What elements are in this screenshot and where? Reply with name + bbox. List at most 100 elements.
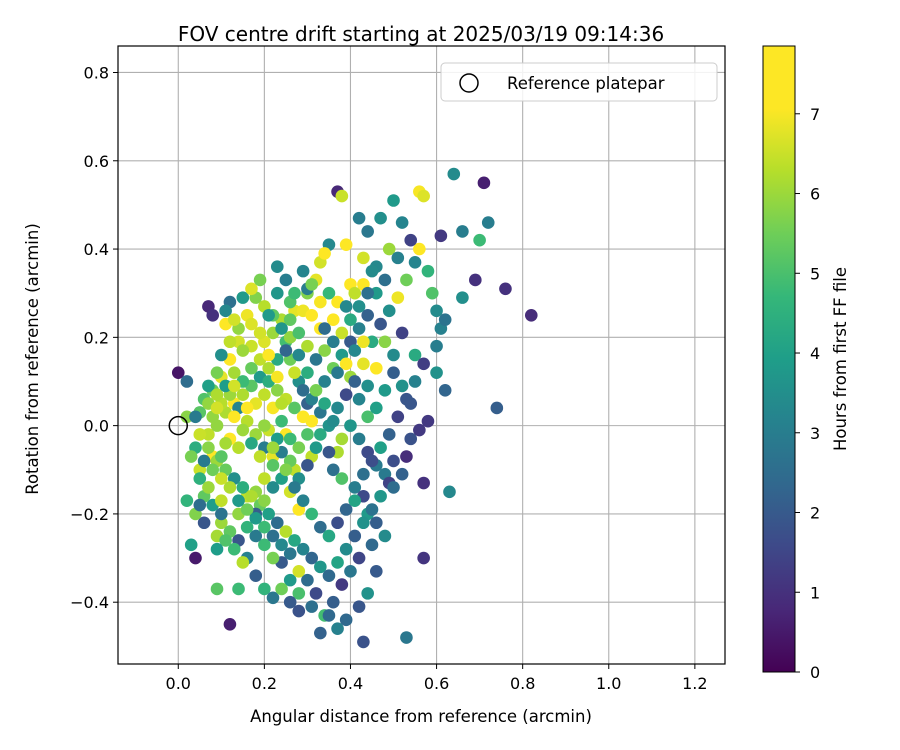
data-point bbox=[318, 344, 331, 357]
data-point bbox=[335, 189, 349, 203]
data-point bbox=[318, 397, 331, 410]
data-point bbox=[357, 357, 370, 371]
data-point bbox=[258, 582, 271, 596]
data-point bbox=[202, 428, 215, 441]
data-point bbox=[318, 247, 331, 260]
data-point bbox=[283, 595, 297, 609]
data-point bbox=[202, 441, 215, 455]
data-point bbox=[314, 295, 327, 309]
data-point bbox=[391, 251, 405, 265]
data-point bbox=[240, 520, 254, 534]
data-point bbox=[240, 503, 254, 516]
data-point bbox=[456, 225, 469, 238]
data-point bbox=[352, 211, 366, 225]
data-point bbox=[288, 481, 301, 494]
data-point bbox=[374, 441, 387, 455]
data-point bbox=[232, 494, 245, 507]
data-point bbox=[361, 286, 374, 300]
data-point bbox=[283, 313, 297, 326]
data-point bbox=[262, 361, 275, 375]
colorbar-gradient bbox=[762, 45, 796, 673]
data-point bbox=[296, 410, 310, 424]
data-point bbox=[322, 445, 336, 459]
data-point bbox=[352, 551, 366, 565]
data-point bbox=[270, 286, 284, 300]
data-point bbox=[245, 317, 258, 331]
colorbar-tick-label: 2 bbox=[810, 504, 820, 523]
data-point bbox=[266, 459, 280, 472]
data-point bbox=[387, 194, 400, 207]
data-point bbox=[189, 410, 202, 424]
y-axis-label: Rotation from reference (arcmin) bbox=[23, 223, 42, 495]
legend: Reference platepar bbox=[440, 62, 718, 102]
data-point bbox=[331, 622, 344, 635]
data-point bbox=[292, 441, 306, 455]
colorbar-tick-label: 3 bbox=[810, 424, 820, 443]
data-point bbox=[232, 582, 245, 596]
x-axis-label: Angular distance from reference (arcmin) bbox=[250, 707, 592, 726]
data-point bbox=[434, 229, 448, 243]
data-point bbox=[339, 388, 353, 402]
data-point bbox=[258, 472, 271, 485]
data-point bbox=[348, 494, 362, 507]
data-point bbox=[477, 176, 491, 190]
data-point bbox=[357, 251, 370, 265]
data-point bbox=[301, 573, 314, 587]
data-point bbox=[322, 609, 336, 622]
data-point bbox=[227, 542, 241, 556]
data-point bbox=[430, 304, 443, 318]
data-point bbox=[413, 242, 426, 256]
x-axis-ticks: 0.0 0.2 0.4 0.6 0.8 1.0 1.2 bbox=[166, 664, 708, 693]
data-point bbox=[253, 326, 267, 340]
data-point bbox=[236, 388, 250, 402]
data-point bbox=[490, 401, 504, 415]
data-point bbox=[240, 401, 254, 415]
data-point bbox=[374, 489, 387, 503]
data-point bbox=[344, 565, 357, 578]
data-point bbox=[245, 489, 258, 503]
data-point bbox=[305, 278, 319, 291]
data-point bbox=[227, 410, 241, 424]
data-point bbox=[305, 507, 319, 521]
data-point bbox=[215, 507, 228, 521]
data-point bbox=[430, 339, 443, 353]
data-point bbox=[219, 379, 232, 393]
data-point bbox=[309, 384, 323, 397]
data-point bbox=[395, 216, 409, 229]
data-point bbox=[270, 384, 284, 397]
colorbar-ticks: 0 1 2 3 4 5 6 7 bbox=[795, 105, 820, 682]
data-point bbox=[223, 617, 237, 631]
data-point bbox=[245, 282, 258, 296]
data-point bbox=[223, 481, 237, 494]
data-point bbox=[481, 216, 495, 229]
data-point bbox=[391, 410, 405, 424]
data-point bbox=[404, 432, 418, 446]
data-point bbox=[387, 481, 400, 494]
data-point bbox=[236, 423, 250, 437]
colorbar-tick-label: 0 bbox=[810, 663, 820, 682]
data-point bbox=[301, 459, 314, 472]
data-point bbox=[387, 348, 400, 362]
data-point bbox=[352, 392, 366, 406]
data-point bbox=[404, 397, 418, 410]
data-point bbox=[202, 481, 215, 494]
data-point bbox=[391, 291, 405, 304]
data-point bbox=[352, 322, 366, 335]
data-point bbox=[417, 476, 430, 490]
data-point bbox=[309, 587, 323, 600]
data-point bbox=[292, 326, 306, 340]
data-point bbox=[326, 414, 340, 428]
data-point bbox=[331, 516, 344, 530]
data-point bbox=[288, 401, 301, 415]
data-point bbox=[197, 516, 211, 530]
data-point bbox=[266, 551, 280, 565]
reference-marker bbox=[168, 415, 189, 436]
data-point bbox=[236, 344, 250, 357]
data-point bbox=[339, 357, 353, 371]
data-point bbox=[270, 516, 284, 530]
data-point bbox=[292, 604, 306, 618]
data-point bbox=[314, 560, 327, 574]
data-point bbox=[339, 503, 353, 516]
data-point bbox=[236, 556, 250, 569]
data-point bbox=[408, 348, 422, 362]
